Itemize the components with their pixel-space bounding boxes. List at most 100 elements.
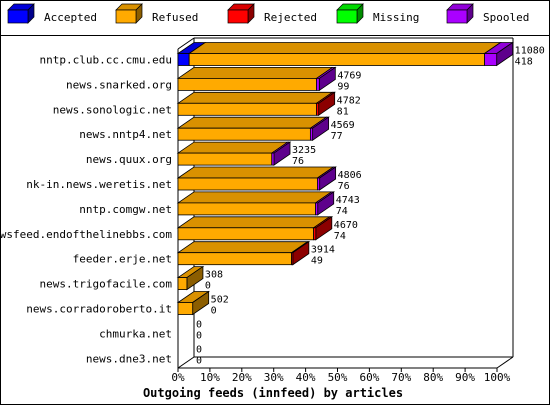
category-label: news.dne3.net — [86, 352, 172, 365]
data-label-secondary: 99 — [337, 81, 349, 92]
bar-spooled — [316, 166, 337, 191]
legend-swatch — [7, 9, 29, 24]
bar-row-nntp-club-cc-cmu-edu — [176, 41, 514, 67]
bar-rejected-front — [316, 102, 320, 116]
bar-refused — [176, 91, 334, 116]
x-tick-label: 0% — [171, 371, 185, 384]
bar-spooled — [309, 116, 330, 141]
x-tick-label: 20% — [232, 371, 252, 384]
legend-label: Refused — [152, 11, 198, 24]
data-label-total: 4806 — [338, 170, 362, 181]
bar-row-news-snarked-org — [176, 66, 337, 92]
data-label-total: 3235 — [292, 145, 316, 156]
legend-swatch — [115, 9, 137, 24]
category-label: news.snarked.org — [66, 78, 172, 91]
bar-row-news-trigofacile-com — [176, 265, 205, 291]
bar-refused-front — [177, 252, 292, 266]
data-label-secondary: 76 — [338, 181, 350, 192]
data-label-total: 0 — [196, 344, 202, 355]
bar-refused — [176, 141, 290, 166]
bar-spooled — [483, 41, 514, 67]
bar-refused — [176, 290, 210, 316]
bar-refused — [176, 67, 334, 91]
data-label-secondary: 0 — [196, 330, 202, 341]
bar-refused-top — [187, 42, 502, 54]
top-depth-edge — [177, 37, 195, 50]
data-label-secondary: 74 — [334, 231, 346, 242]
data-label-total: 4743 — [336, 195, 360, 206]
legend-label: Accepted — [44, 11, 97, 24]
bar-rejected — [315, 91, 336, 117]
bar-spooled — [270, 141, 292, 166]
floor-left-edge — [177, 356, 195, 369]
data-label-secondary: 81 — [337, 106, 349, 117]
bar-rejected — [312, 216, 334, 241]
data-label-total: 0 — [196, 319, 202, 330]
bar-row-nntp-comgw-net — [176, 191, 336, 216]
x-tick-label: 30% — [264, 371, 284, 384]
data-label-total: 308 — [205, 270, 223, 281]
bar-refused-front — [177, 177, 318, 191]
legend-item-accepted: Accepted — [7, 3, 97, 24]
data-labels: 1108041847699947828145697732357648067647… — [196, 46, 545, 367]
data-label-total: 11080 — [515, 46, 545, 57]
bar-refused — [176, 166, 335, 191]
category-label: news.nntp4.net — [79, 128, 172, 141]
data-label-total: 502 — [211, 295, 229, 306]
legend-swatch — [336, 9, 358, 24]
bar-row-news-quux-org — [176, 141, 292, 166]
bar-rejected-front — [291, 252, 294, 266]
category-label: nntp.comgw.net — [79, 203, 172, 216]
category-label: newsfeed.endofthelinebbs.com — [0, 228, 172, 241]
legend-swatch — [227, 9, 249, 24]
bar-refused-front — [177, 202, 316, 216]
category-label: feeder.erje.net — [73, 253, 172, 266]
data-label-secondary: 0 — [196, 355, 202, 366]
x-tick-label: 100% — [484, 371, 511, 384]
x-tick-label: 90% — [455, 371, 475, 384]
bar-accepted-front — [177, 53, 190, 66]
bar-refused-front — [188, 53, 485, 66]
data-label-total: 3914 — [311, 245, 335, 256]
bar-row-news-nntp4-net — [176, 116, 330, 141]
bar-refused-front — [177, 227, 314, 241]
bar-row-feeder-erje-net — [176, 240, 311, 266]
category-label: news.sonologic.net — [53, 103, 172, 116]
bar-refused-front — [177, 277, 188, 291]
bar-spooled-front — [484, 53, 498, 66]
data-label-secondary: 77 — [331, 131, 343, 142]
data-label-secondary: 74 — [336, 206, 348, 217]
bar-refused-top — [176, 241, 309, 254]
legend-label: Rejected — [264, 11, 317, 24]
legend-label: Spooled — [483, 11, 529, 24]
bar-row-news-sonologic-net — [176, 91, 336, 117]
bar-refused-top — [176, 116, 328, 129]
data-label-total: 4670 — [334, 220, 358, 231]
category-label: news.corradoroberto.it — [26, 303, 172, 316]
category-label: chmurka.net — [99, 327, 172, 340]
floor-right-edge — [496, 356, 514, 369]
bar-rejected-front — [313, 227, 317, 241]
bar-spooled-front — [309, 127, 314, 141]
category-label: nntp.club.cc.cmu.edu — [40, 54, 172, 67]
bar-refused-front — [177, 302, 194, 315]
bar-refused — [176, 191, 333, 216]
legend-swatch — [446, 9, 468, 24]
bar-refused — [176, 265, 205, 291]
bar-rejected — [290, 240, 311, 266]
data-label-secondary: 49 — [311, 256, 323, 267]
bar-refused — [176, 216, 331, 241]
category-labels: nntp.club.cc.cmu.edu news.snarked.org news… — [0, 54, 172, 366]
legend-item-refused: Refused — [115, 3, 198, 24]
data-label-total: 4569 — [331, 120, 355, 131]
x-tick-label: 50% — [328, 371, 348, 384]
bar-refused-top — [176, 191, 333, 204]
bar-spooled — [314, 191, 336, 216]
legend-item-missing: Missing — [336, 3, 419, 24]
x-axis-title: Outgoing feeds (innfeed) by articles — [143, 386, 403, 400]
category-label: news.trigofacile.com — [40, 278, 173, 291]
bar-refused — [176, 116, 328, 141]
category-label: news.quux.org — [86, 153, 172, 166]
bar-spooled-front — [317, 177, 321, 191]
